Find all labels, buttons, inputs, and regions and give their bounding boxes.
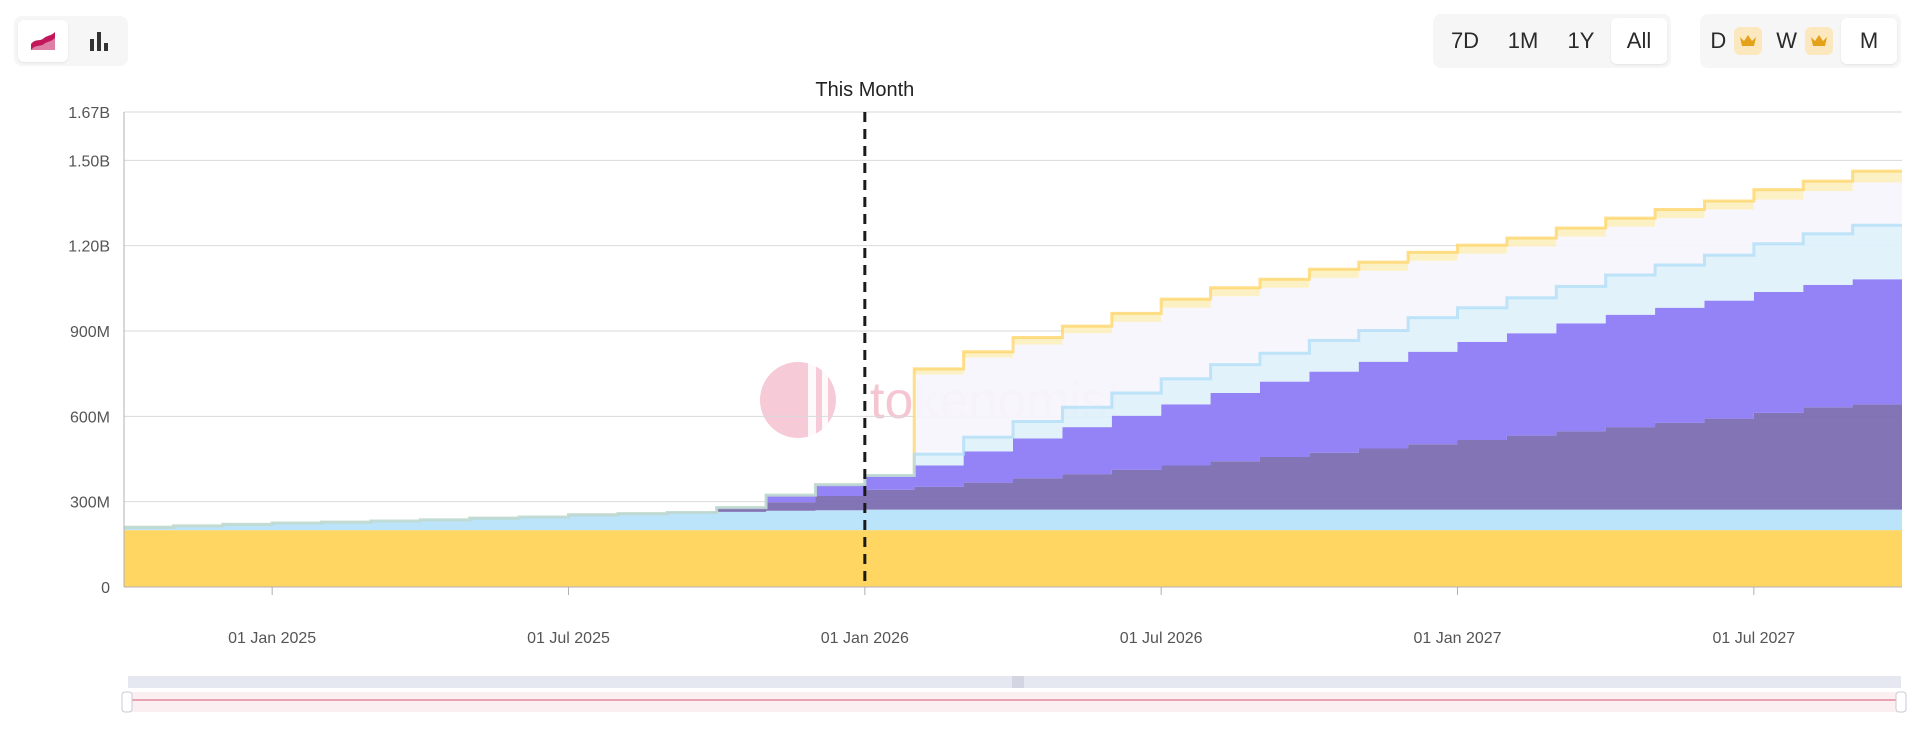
navigator-grip[interactable] [1012, 676, 1024, 688]
area-chart-icon [31, 32, 55, 50]
range-all-button[interactable]: All [1611, 18, 1667, 64]
range-1m-button[interactable]: 1M [1495, 18, 1551, 64]
time-range-selector: 7D 1M 1Y All [1433, 14, 1671, 68]
y-tick-label: 1.67B [68, 105, 110, 122]
chart-type-toggle [14, 16, 128, 66]
y-tick-label: 1.50B [68, 153, 110, 170]
granularity-weekly-label: W [1776, 28, 1797, 53]
series-area-7 [124, 171, 1902, 528]
this-month-marker: This Month [815, 79, 914, 587]
x-tick-label: 01 Jan 2026 [821, 630, 909, 647]
series-areas [124, 169, 1902, 587]
granularity-daily-label: D [1710, 28, 1727, 53]
area-chart-button[interactable] [18, 20, 68, 62]
granularity-selector: D W M [1700, 14, 1901, 68]
navigator-window[interactable] [122, 692, 1901, 712]
range-navigator[interactable] [121, 676, 1907, 713]
series-area-4 [124, 279, 1902, 528]
axes: 0 300M 600M 900M 1.20B 1.50B 1.67B 01 Jan 2025 0… [68, 105, 1902, 647]
series-area-2 [124, 509, 1902, 531]
bar-chart-icon [90, 32, 108, 51]
x-tick-label: 01 Jan 2025 [228, 630, 316, 647]
x-tick-label: 01 Jul 2026 [1120, 630, 1203, 647]
granularity-monthly-button[interactable]: M [1841, 18, 1897, 64]
range-7d-button[interactable]: 7D [1437, 18, 1493, 64]
y-tick-label: 1.20B [68, 239, 110, 256]
x-tick-label: 01 Jul 2027 [1712, 630, 1795, 647]
cumulative-line [124, 223, 1902, 529]
y-tick-label: 900M [70, 324, 110, 341]
bar-chart-button[interactable] [74, 20, 124, 62]
granularity-weekly-button[interactable]: W [1770, 18, 1839, 64]
y-tick-label: 600M [70, 409, 110, 426]
navigator-left-handle[interactable] [121, 691, 133, 713]
crown-icon [1805, 27, 1833, 55]
range-1y-button[interactable]: 1Y [1553, 18, 1609, 64]
navigator-right-handle[interactable] [1895, 691, 1907, 713]
tokenomist-logo-icon [760, 358, 836, 442]
x-tick-label: 01 Jul 2025 [527, 630, 610, 647]
y-tick-label: 300M [70, 495, 110, 512]
series-area-3 [124, 404, 1902, 528]
granularity-daily-button[interactable]: D [1704, 18, 1768, 64]
this-month-label: This Month [815, 79, 914, 101]
series-area-1 [124, 530, 1902, 587]
x-tick-label: 01 Jan 2027 [1413, 630, 1501, 647]
crown-icon [1734, 27, 1763, 55]
y-tick-label: 0 [101, 580, 110, 597]
